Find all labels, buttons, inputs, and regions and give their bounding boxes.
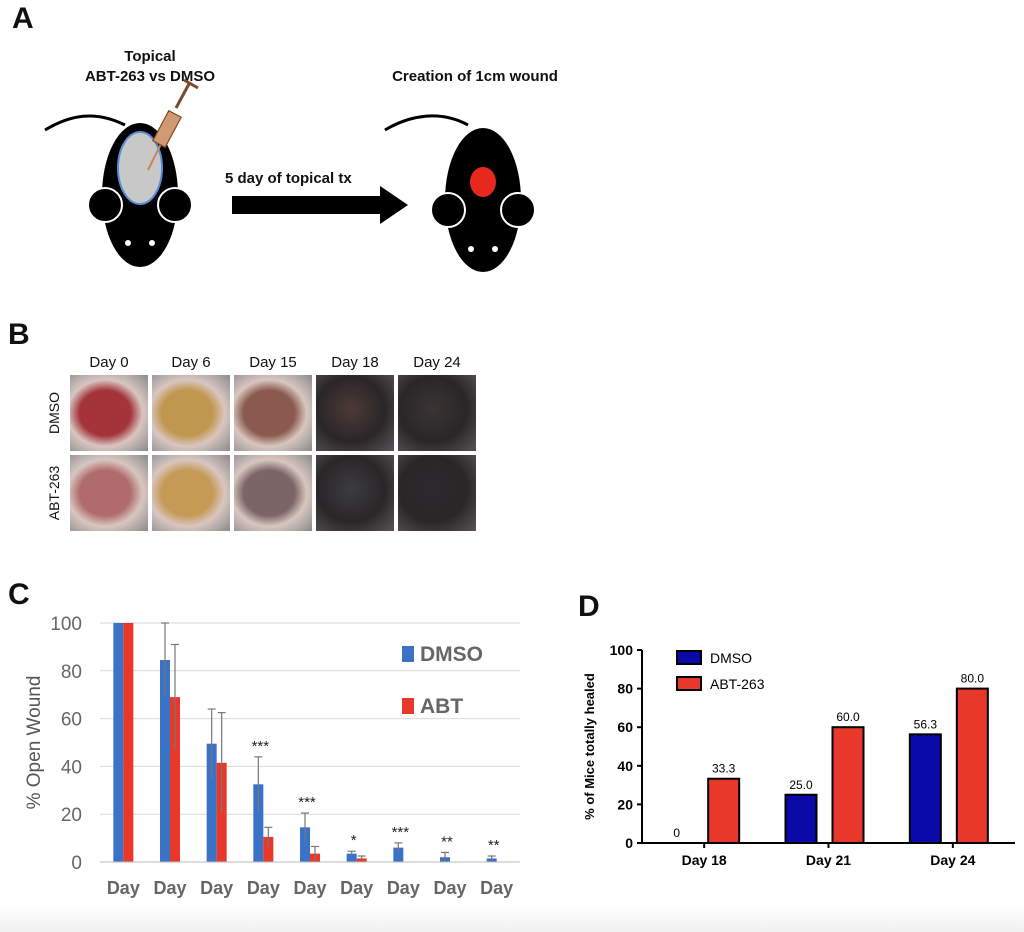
significance-label: ** — [441, 833, 453, 850]
wound-photo — [234, 375, 312, 451]
y-tick-label: 0 — [625, 835, 633, 851]
panel-label-a: A — [12, 2, 34, 35]
panel-label-d: D — [578, 590, 600, 623]
legend-swatch — [676, 650, 702, 665]
wound-photo — [70, 455, 148, 531]
y-axis-label: % Open Wound — [24, 676, 45, 810]
x-tick-label: Day — [433, 878, 466, 898]
y-tick-label: 40 — [617, 758, 633, 774]
panel-label-b: B — [8, 318, 30, 351]
left-caption-line1: Topical — [124, 48, 176, 65]
schematic-graphic — [44, 78, 536, 283]
bar — [908, 733, 942, 844]
y-tick-label: 40 — [61, 757, 82, 778]
bar — [160, 660, 170, 862]
y-tick-label: 80 — [61, 662, 82, 683]
bar — [346, 853, 357, 862]
bar — [263, 836, 274, 862]
shaved-area — [117, 131, 163, 205]
data-label: 80.0 — [961, 672, 985, 686]
y-tick-label: 60 — [617, 719, 633, 735]
photo-day-label: Day 24 — [413, 354, 461, 371]
data-label: 25.0 — [789, 778, 813, 792]
data-label: 33.3 — [712, 762, 736, 776]
y-tick-label: 20 — [61, 805, 82, 826]
x-tick-label: Day — [293, 878, 326, 898]
photo-day-label: Day 15 — [249, 354, 297, 371]
legend-swatch — [402, 698, 414, 714]
bar — [393, 847, 404, 862]
x-tick-label: Day — [480, 878, 513, 898]
y-axis-label: % of Mice totally healed — [582, 673, 597, 820]
data-label: 56.3 — [914, 717, 938, 731]
wound-photo — [234, 455, 312, 531]
significance-label: *** — [298, 794, 316, 811]
bar — [170, 697, 180, 862]
x-tick-label: Day 21 — [806, 852, 851, 868]
y-tick-label: 20 — [617, 796, 633, 812]
photo-row-label: ABT-263 — [46, 465, 62, 521]
significance-label: *** — [252, 738, 270, 755]
left-mouse-icon — [44, 114, 193, 278]
legend-swatch — [402, 646, 414, 662]
left-caption-line2: ABT-263 vs DMSO — [84, 68, 216, 85]
bar — [831, 726, 865, 844]
bar — [206, 743, 217, 862]
significance-label: * — [351, 832, 357, 849]
chart-mice-healed: 0 20 40 60 80 100 % of Mice totally healed Day … — [582, 642, 1015, 868]
bar — [253, 784, 264, 862]
significance-label: ** — [488, 837, 500, 854]
legend-label: DMSO — [420, 643, 483, 666]
y-tick-label: 0 — [71, 853, 82, 874]
wound-photo — [316, 455, 394, 531]
photo-day-label: Day 18 — [331, 354, 379, 371]
bar — [300, 827, 310, 862]
photo-row-label: DMSO — [46, 392, 62, 434]
wound-photo — [316, 375, 394, 451]
bar — [784, 793, 818, 844]
y-tick-label: 80 — [617, 681, 633, 697]
bar — [123, 623, 134, 862]
significance-label: *** — [392, 824, 410, 841]
wound-photo — [398, 375, 476, 451]
photo-day-label: Day 6 — [171, 354, 211, 371]
y-tick-label: 100 — [610, 642, 634, 658]
arrow-icon — [232, 186, 408, 224]
legend-label: DMSO — [710, 650, 752, 666]
x-tick-label: Day — [340, 878, 373, 898]
bar — [955, 687, 989, 844]
syringe-icon — [147, 78, 199, 171]
panel-label-c: C — [8, 578, 30, 611]
legend-label: ABT — [420, 695, 463, 718]
y-tick-label: 100 — [50, 614, 82, 635]
wound-photo — [152, 375, 230, 451]
bottom-fade — [0, 905, 1024, 932]
x-tick-label: Day — [107, 878, 140, 898]
x-tick-label: Day — [153, 878, 186, 898]
right-mouse-icon — [384, 114, 536, 283]
y-tick-label: 60 — [61, 710, 82, 731]
x-tick-label: Day 18 — [682, 852, 727, 868]
data-label: 60.0 — [836, 710, 860, 724]
bar — [113, 623, 124, 862]
x-tick-label: Day — [387, 878, 420, 898]
legend-swatch — [676, 676, 702, 691]
wound-spot — [470, 167, 496, 197]
wound-photo — [152, 455, 230, 531]
data-label: 0 — [673, 826, 680, 840]
wound-photo — [70, 375, 148, 451]
x-tick-label: Day — [200, 878, 233, 898]
bar — [707, 777, 741, 844]
legend-label: ABT-263 — [710, 676, 765, 692]
right-caption: Creation of 1cm wound — [392, 68, 558, 85]
x-tick-label: Day — [247, 878, 280, 898]
photo-day-label: Day 0 — [89, 354, 129, 371]
x-tick-label: Day 24 — [930, 852, 975, 868]
wound-photo — [398, 455, 476, 531]
arrow-label: 5 day of topical tx — [225, 170, 352, 187]
